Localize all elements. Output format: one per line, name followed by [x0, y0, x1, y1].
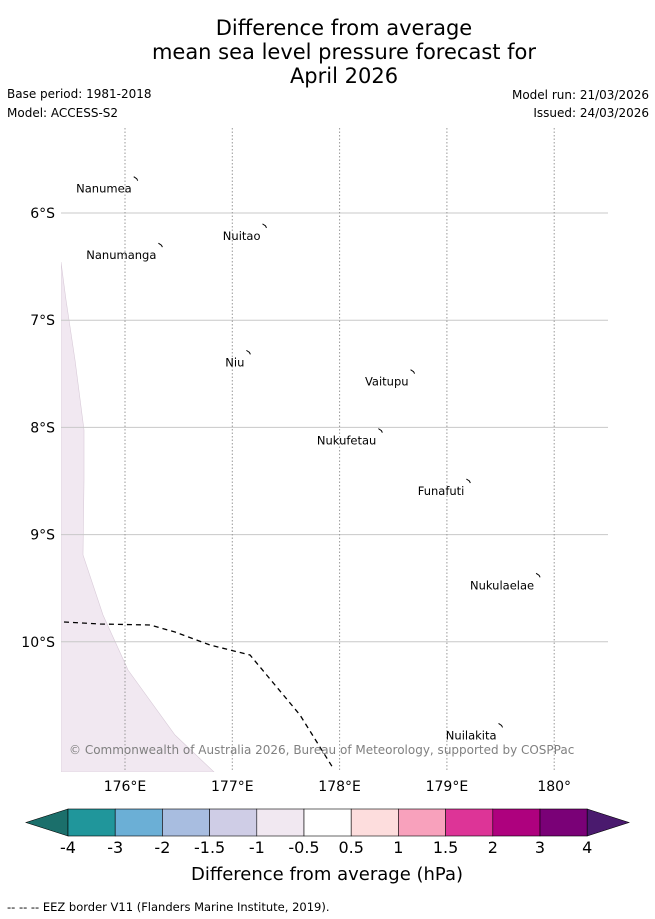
island-label: Nuitao	[223, 229, 261, 243]
eez-legend: -- -- -- EEZ border V11 (Flanders Marine…	[7, 900, 330, 914]
colorbar-segment	[445, 808, 494, 837]
island-label: Nanumanga	[86, 248, 156, 262]
colorbar-tick-label: 1.5	[433, 838, 458, 857]
issued-date: Issued: 24/03/2026	[533, 106, 649, 120]
colorbar-segment	[350, 808, 399, 837]
colorbar-tick-label: -3	[107, 838, 123, 857]
island-shape	[246, 349, 251, 355]
island-label: Nanumea	[76, 182, 132, 196]
colorbar-tick-label: 2	[488, 838, 498, 857]
island-shape	[466, 478, 471, 484]
island-shape	[133, 176, 139, 181]
lon-tick-label: 180°	[537, 779, 571, 795]
colorbar-segment	[303, 808, 352, 837]
lat-tick-label: 9°S	[30, 528, 55, 544]
colorbar-segment	[539, 808, 588, 837]
island-label: Funafuti	[418, 484, 465, 498]
lat-tick-label: 10°S	[21, 635, 55, 651]
colorbar: -4 -3 -2 -1.5 -1 -0.5 0.5 1 1.5 2 3 4	[25, 808, 630, 857]
island-shape	[158, 242, 163, 248]
colorbar-tick-label: -4	[60, 838, 76, 857]
colorbar-segment	[67, 808, 116, 837]
island-shape	[262, 223, 267, 229]
island-label: Niu	[225, 355, 244, 369]
colorbar-tick-label: 1	[393, 838, 403, 857]
colorbar-segment	[162, 808, 210, 837]
grid-lines	[61, 128, 608, 772]
copyright-text: © Commonwealth of Australia 2026, Bureau…	[69, 743, 574, 757]
island-shape	[498, 722, 503, 728]
model-name: Model: ACCESS-S2	[7, 106, 119, 120]
colorbar-title: Difference from average (hPa)	[191, 864, 463, 885]
colorbar-tick-label: -2	[154, 838, 170, 857]
colorbar-overflow	[586, 808, 630, 837]
lat-tick-label: 6°S	[30, 206, 55, 222]
island-label: Vaitupu	[365, 375, 409, 389]
colorbar-tick-label: 0.5	[338, 838, 363, 857]
island-shape	[378, 428, 383, 433]
colorbar-tick-label: -1	[249, 838, 265, 857]
island-shape	[410, 369, 416, 374]
colorbar-segment	[492, 808, 541, 837]
island-shape	[535, 572, 541, 578]
lat-tick-label: 8°S	[30, 420, 55, 436]
colorbar-tick-label: -0.5	[288, 838, 319, 857]
colorbar-segment	[256, 808, 305, 837]
colorbar-segment	[114, 808, 163, 837]
island-label: Nukulaelae	[470, 578, 534, 592]
lon-tick-label: 178°E	[318, 779, 361, 795]
colorbar-tick-label: 4	[582, 838, 592, 857]
colorbar-underflow	[25, 808, 69, 837]
colorbar-segment	[398, 808, 446, 837]
islands: Nanumea Nuitao Nanumanga Niu Vaitupu Nukufeta…	[76, 176, 541, 742]
island-label: Nukufetau	[317, 434, 376, 448]
eez-border	[63, 621, 334, 769]
chart-title: Difference from average mean sea level p…	[0, 16, 655, 88]
island-label: Nuilakita	[446, 728, 497, 742]
lon-tick-label: 176°E	[104, 779, 147, 795]
colorbar-tick-label: 3	[535, 838, 545, 857]
map-area: Nanumea Nuitao Nanumanga Niu Vaitupu Nukufeta…	[61, 128, 608, 772]
lat-tick-label: 7°S	[30, 313, 55, 329]
axis-labels: 6°S 7°S 8°S 9°S 10°S 176°E 177°E 178°E 179°E 180°	[21, 206, 571, 795]
base-period: Base period: 1981-2018	[7, 87, 152, 101]
lon-tick-label: 177°E	[211, 779, 254, 795]
anomaly-region	[61, 261, 215, 772]
model-run: Model run: 21/03/2026	[511, 88, 649, 102]
colorbar-tick-label: -1.5	[194, 838, 225, 857]
lon-tick-label: 179°E	[426, 779, 469, 795]
colorbar-segment	[209, 808, 258, 837]
title-line-1: Difference from average	[215, 16, 473, 40]
title-line-2: mean sea level pressure forecast for	[151, 40, 537, 64]
title-line-3: April 2026	[289, 64, 399, 88]
